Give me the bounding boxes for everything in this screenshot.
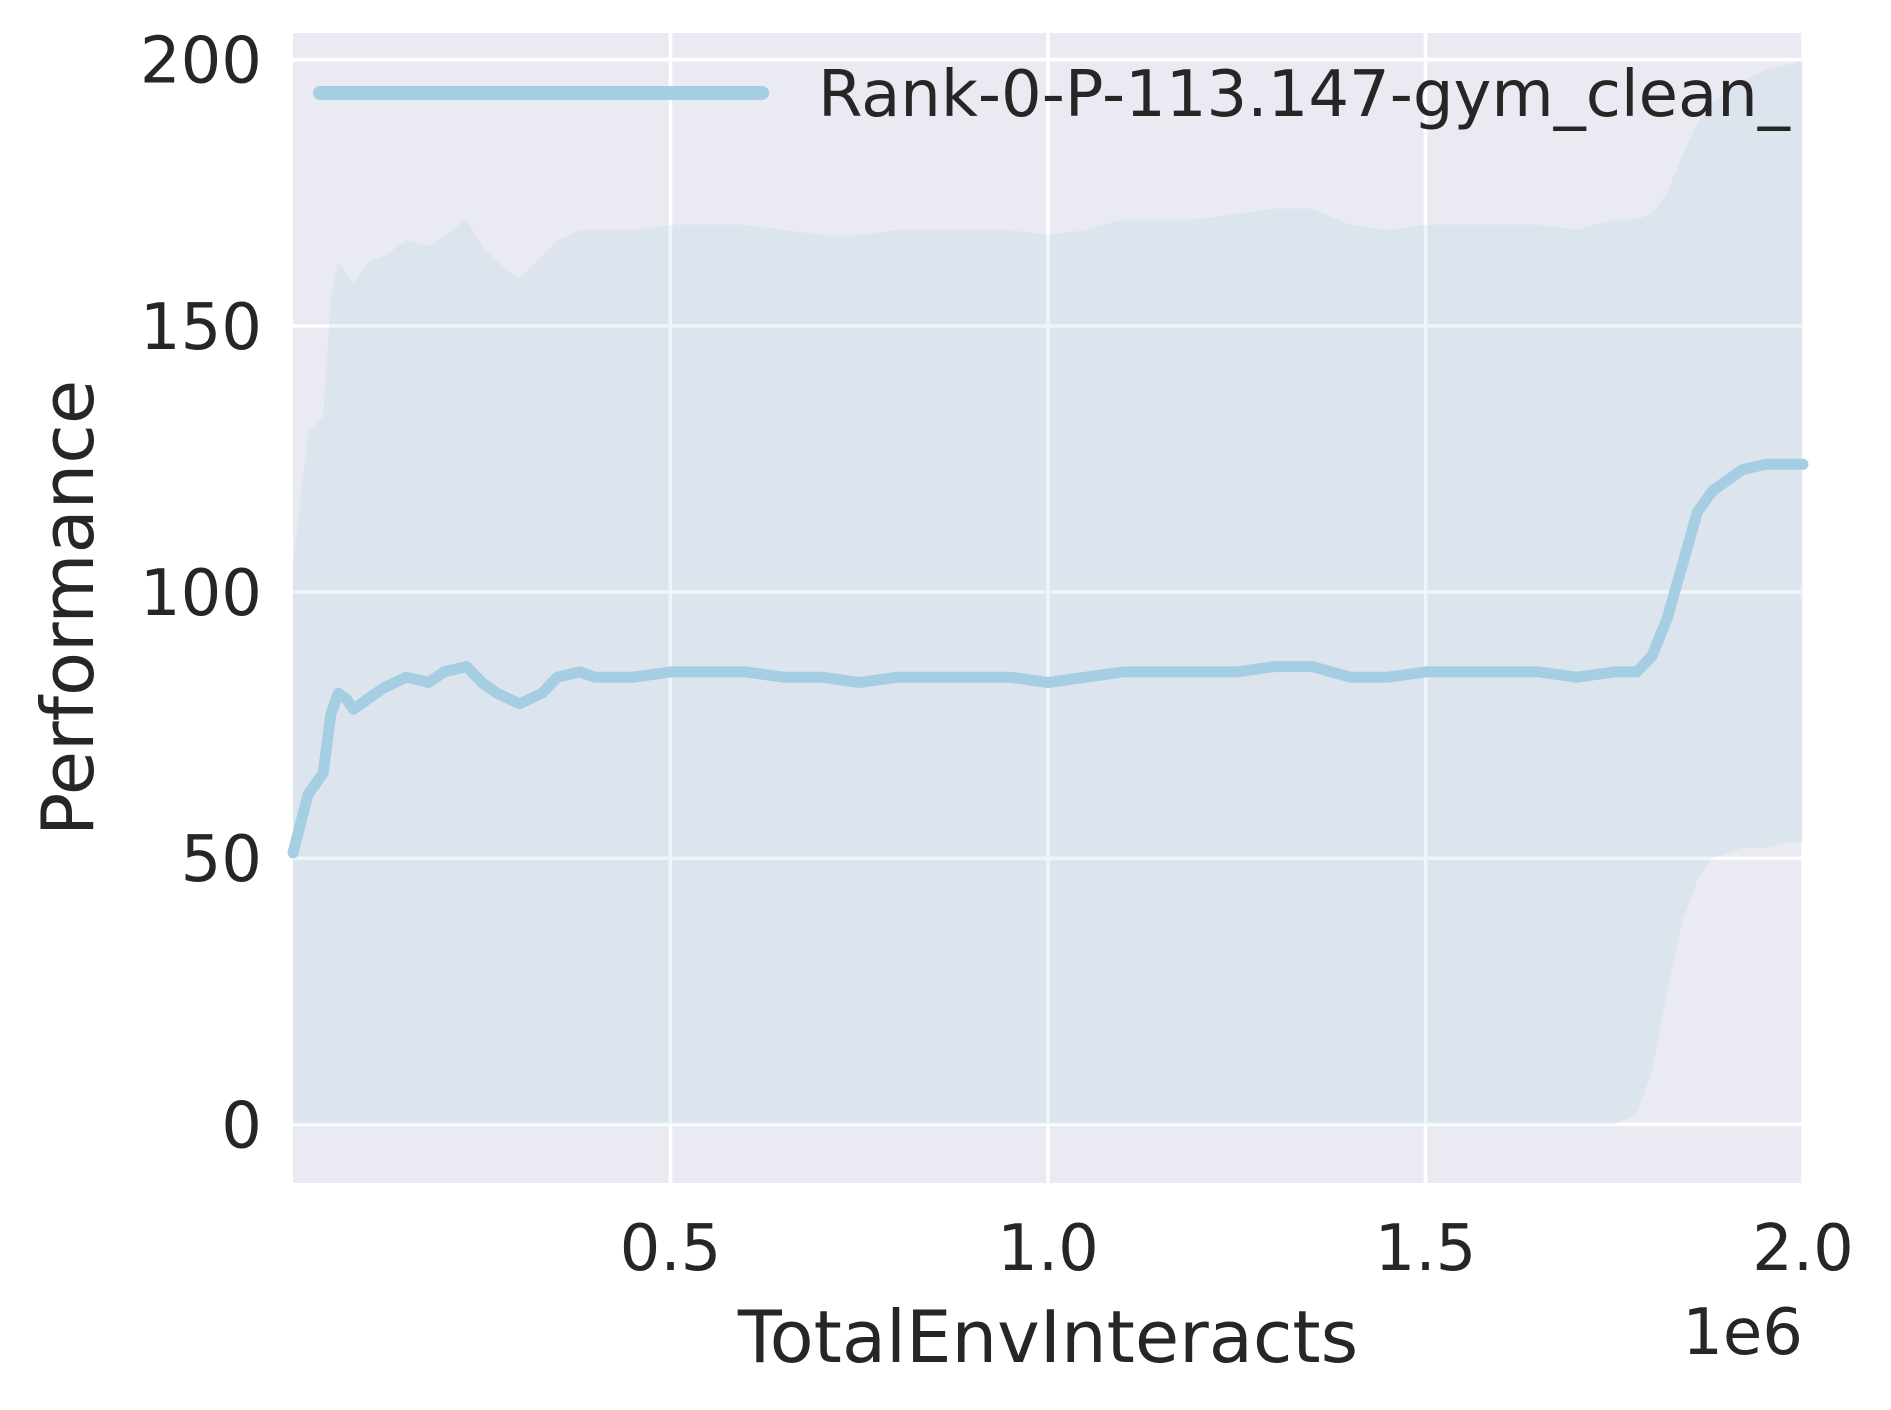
x-tick-label: 1.0 [997, 1212, 1099, 1286]
x-tick-label: 0.5 [620, 1212, 722, 1286]
x-offset-label: 1e6 [1682, 1296, 1803, 1370]
x-axis-label: TotalEnvInteracts [737, 1295, 1358, 1379]
y-tick-label: 200 [140, 25, 262, 99]
x-tick-labels: 0.5 1.0 1.5 2.0 [620, 1212, 1854, 1286]
x-tick-label: 2.0 [1752, 1212, 1854, 1286]
y-tick-labels: 0 50 100 150 200 [140, 25, 262, 1164]
legend-entry: Rank-0-P-113.147-gym_clean_ [818, 58, 1791, 132]
x-tick-label: 1.5 [1375, 1212, 1477, 1286]
y-tick-label: 50 [181, 823, 262, 897]
legend: Rank-0-P-113.147-gym_clean_ [313, 58, 1791, 132]
y-tick-label: 150 [140, 291, 262, 365]
confidence-band [293, 59, 1803, 1125]
series-line [287, 458, 1809, 859]
y-tick-label: 100 [140, 557, 262, 631]
y-axis-label: Performance [26, 380, 110, 836]
y-tick-label: 0 [221, 1089, 262, 1163]
grid [293, 33, 1805, 1183]
